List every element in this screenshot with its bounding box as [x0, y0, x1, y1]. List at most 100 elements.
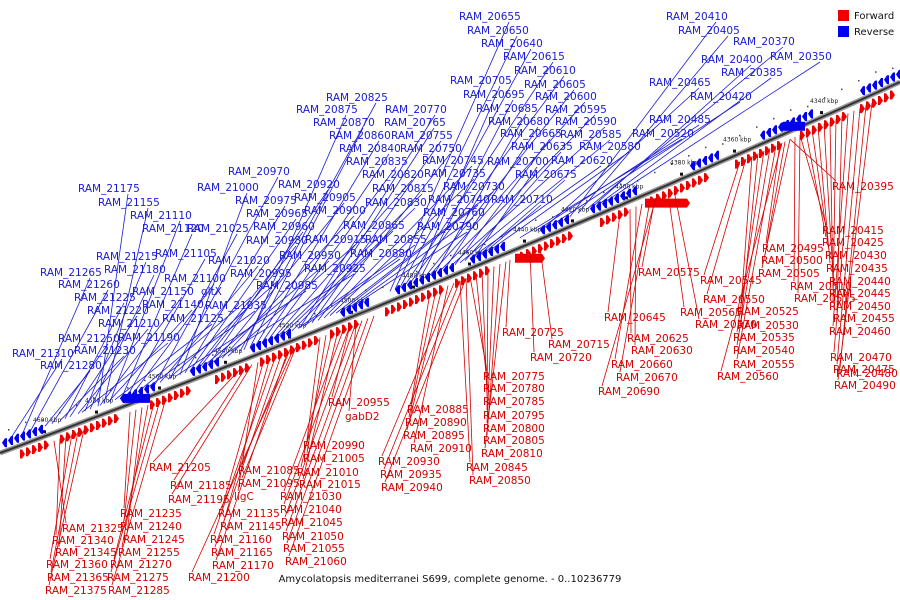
reverse-gene-label: RAM_20995 — [230, 268, 292, 280]
reverse-gene-arrow — [14, 433, 19, 443]
leader-line — [789, 139, 837, 182]
reverse-gene-arrow — [476, 252, 481, 262]
leader-line — [103, 207, 149, 405]
reverse-gene-label: RAM_20695 — [463, 89, 525, 101]
reverse-gene-label: RAM_20855 — [365, 234, 427, 246]
reverse-gene-label: RAM_20655 — [459, 11, 521, 23]
reverse-gene-label: RAM_20830 — [365, 197, 427, 209]
forward-gene-label: RAM_21040 — [280, 504, 342, 516]
backbone-dot — [450, 254, 452, 257]
forward-gene-arrow — [96, 420, 101, 430]
reverse-gene-label: RAM_20400 — [701, 54, 763, 66]
forward-gene-arrow — [391, 304, 396, 314]
reverse-gene-label: RAM_20615 — [503, 51, 565, 63]
leader-line — [215, 350, 289, 561]
backbone-dot — [603, 191, 605, 194]
reverse-gene-label: RAM_20680 — [488, 116, 550, 128]
reverse-gene-label: RAM_20350 — [770, 51, 832, 63]
leader-line — [634, 206, 637, 346]
reverse-gene-label: RAM_20405 — [678, 25, 740, 37]
leader-line — [59, 355, 125, 421]
reverse-gene-label: RAM_20520 — [632, 128, 694, 140]
forward-gene-label: RAM_20490 — [834, 380, 896, 392]
tick-mark — [733, 149, 736, 153]
reverse-gene-arrow — [395, 285, 400, 295]
reverse-gene-arrow — [772, 125, 777, 135]
leader-line — [123, 411, 131, 509]
forward-gene-label: RAM_20430 — [825, 250, 887, 262]
reverse-gene-label: RAM_20595 — [545, 104, 607, 116]
leader-line — [53, 440, 67, 524]
tick-mark — [468, 262, 471, 266]
forward-gene-label: RAM_21050 — [282, 531, 344, 543]
leader-line — [833, 110, 855, 353]
backbone-dot — [110, 389, 112, 392]
reverse-gene-label: RAM_20705 — [450, 75, 512, 87]
reverse-gene-arrow — [413, 277, 418, 287]
forward-gene-label: RAM_21185 — [170, 480, 232, 492]
leader-line — [273, 179, 413, 339]
backbone-dot — [93, 397, 95, 399]
reverse-gene-arrow — [401, 282, 406, 292]
reverse-gene-label: RAM_20605 — [524, 79, 586, 91]
leader-line — [585, 46, 784, 211]
forward-gene-label: RAM_21275 — [107, 572, 169, 584]
leader-line — [215, 202, 345, 361]
reverse-gene-arrow — [808, 109, 813, 119]
forward-gene-label: RAM_21165 — [211, 547, 273, 559]
forward-gene-arrow — [296, 343, 301, 353]
forward-gene-label: RAM_20725 — [502, 327, 564, 339]
forward-gene-label: RAM_20895 — [403, 430, 465, 442]
reverse-gene-arrow — [2, 438, 7, 448]
reverse-gene-label: RAM_20730 — [443, 181, 505, 193]
reverse-gene-label: RAM_20770 — [385, 104, 447, 116]
leader-line — [189, 218, 297, 372]
reverse-gene-arrow — [632, 186, 637, 196]
leader-line — [544, 87, 700, 228]
reverse-gene-label: RAM_21220 — [87, 305, 149, 317]
leader-line — [414, 85, 501, 282]
forward-gene-arrow — [473, 271, 478, 281]
reverse-gene-arrow — [268, 336, 273, 346]
forward-gene-label: RAM_20930 — [378, 456, 440, 468]
backbone-dot — [416, 270, 418, 273]
forward-gene-arrow — [479, 268, 484, 278]
reverse-gene-arrow — [286, 329, 291, 339]
backbone-dot — [314, 312, 316, 315]
reverse-gene-label: RAM_21190 — [118, 332, 180, 344]
leader-line — [191, 347, 295, 573]
forward-gene-arrow — [461, 276, 466, 286]
leader-line — [84, 261, 147, 412]
forward-gene-arrow — [60, 434, 65, 444]
tick-mark — [412, 285, 415, 289]
reverse-gene-label: RAM_20865 — [343, 220, 405, 232]
leader-line — [817, 126, 831, 264]
reverse-gene-arrow — [425, 273, 430, 283]
reverse-gene-label: RAM_20370 — [733, 36, 795, 48]
forward-gene-arrow — [747, 154, 752, 164]
forward-gene-arrow — [156, 398, 161, 408]
reverse-gene-arrow — [546, 222, 551, 232]
forward-gene-arrow — [686, 180, 691, 190]
leader-line — [169, 176, 279, 379]
reverse-gene-label: RAM_20755 — [391, 130, 453, 142]
tick-mark — [625, 196, 628, 200]
reverse-gene-label: RAM_21020 — [208, 255, 270, 267]
backbone-dot — [790, 109, 792, 111]
leader-line — [486, 266, 495, 424]
reverse-gene-arrow — [280, 331, 285, 341]
leader-line — [173, 366, 247, 481]
reverse-gene-label: RAM_20915 — [305, 234, 367, 246]
leader-line — [474, 166, 538, 257]
backbone-dot — [654, 171, 656, 174]
forward-gene-label: RAM_20455 — [833, 313, 895, 325]
reverse-gene-arrow — [890, 72, 895, 82]
reverse-gene-label: RAM_20765 — [384, 117, 446, 129]
backbone-dot — [824, 97, 826, 99]
forward-gene-label: RAM_21285 — [108, 585, 170, 597]
leader-line — [214, 352, 283, 548]
forward-gene-label: RAM_21360 — [46, 559, 108, 571]
reverse-gene-arrow — [564, 215, 569, 225]
leader-line — [577, 35, 729, 214]
